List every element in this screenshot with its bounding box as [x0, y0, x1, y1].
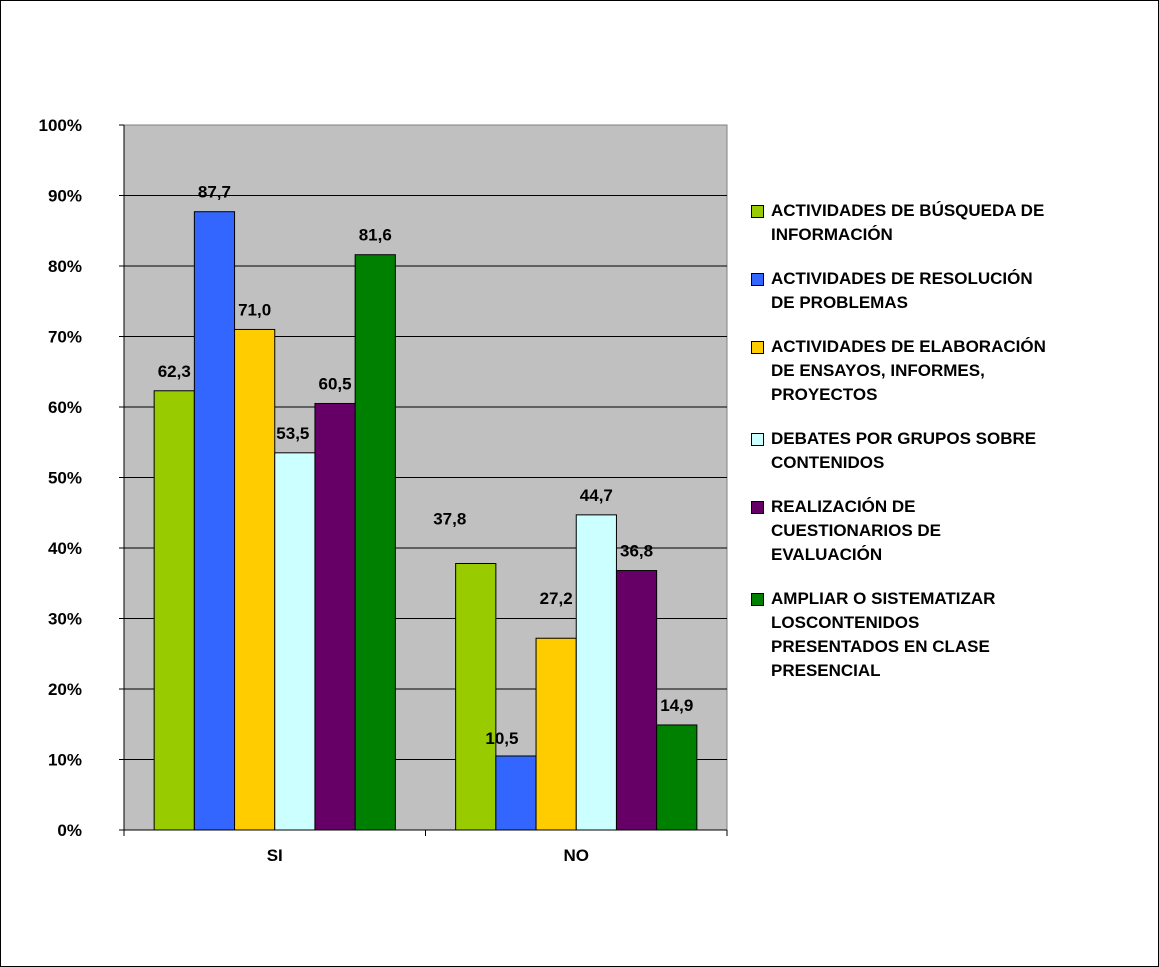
data-label: 71,0 [238, 300, 271, 319]
data-label: 14,9 [660, 696, 693, 715]
y-tick-label: 60% [48, 398, 82, 417]
bar-si-4 [274, 452, 316, 831]
data-label: 36,8 [620, 542, 653, 561]
data-label: 87,7 [198, 183, 231, 202]
bar-si-3 [234, 328, 276, 831]
legend-label: AMPLIAR O SISTEMATIZAR LOSCONTENIDOS PRE… [771, 589, 996, 680]
legend-item: AMPLIAR O SISTEMATIZAR LOSCONTENIDOS PRE… [751, 587, 1131, 683]
y-tick-label: 70% [48, 328, 82, 347]
legend-item: REALIZACIÓN DE CUESTIONARIOS DE EVALUACI… [751, 495, 1131, 567]
bar-si-6 [354, 254, 396, 831]
legend-label: ACTIVIDADES DE BÚSQUEDA DE INFORMACIÓN [771, 201, 1045, 244]
data-label: 60,5 [319, 374, 352, 393]
bar-no-2 [495, 755, 537, 831]
data-label: 37,8 [433, 510, 466, 529]
legend-item: ACTIVIDADES DE ELABORACIÓN DE ENSAYOS, I… [751, 335, 1131, 407]
y-tick-label: 40% [48, 539, 82, 558]
data-label: 44,7 [580, 486, 613, 505]
y-tick-label: 0% [57, 821, 82, 840]
data-labels: 62,3 87,7 71,0 53,5 60,5 81,6 37,8 10,5 27,2 44,7… [158, 183, 694, 748]
x-tick-label: SI [267, 846, 283, 865]
bars [153, 211, 698, 831]
bar-no-6 [656, 724, 698, 831]
bar-no-5 [615, 570, 658, 831]
bar-no-1 [455, 563, 497, 831]
bar-si-1 [153, 390, 195, 831]
bar-no-3 [535, 637, 577, 831]
y-tick-label: 90% [48, 187, 82, 206]
legend-swatch [751, 433, 764, 446]
data-label: 53,5 [276, 424, 309, 443]
legend-swatch [751, 205, 764, 218]
data-label: 27,2 [540, 589, 573, 608]
legend-label: DEBATES POR GRUPOS SOBRE CONTENIDOS [771, 429, 1037, 472]
y-tick-label: 80% [48, 257, 82, 276]
y-axis: 0% 10% 20% 30% 40% 50% 60% 70% 80% 90% 100% [39, 116, 125, 840]
legend-label: REALIZACIÓN DE CUESTIONARIOS DE EVALUACI… [771, 497, 942, 564]
legend: ACTIVIDADES DE BÚSQUEDA DE INFORMACIÓN AC… [751, 199, 1131, 703]
data-label: 81,6 [359, 226, 392, 245]
y-tick-label: 10% [48, 751, 82, 770]
x-axis: SI NO [123, 829, 728, 865]
legend-swatch [751, 501, 764, 514]
legend-item: ACTIVIDADES DE BÚSQUEDA DE INFORMACIÓN [751, 199, 1131, 247]
data-label: 62,3 [158, 362, 191, 381]
y-tick-label: 20% [48, 680, 82, 699]
bar-no-4 [575, 514, 617, 831]
bar-si-5 [314, 402, 356, 831]
y-tick-label: 30% [48, 610, 82, 629]
legend-swatch [751, 273, 764, 286]
data-label: 10,5 [485, 729, 518, 748]
legend-swatch [751, 341, 764, 354]
legend-label: ACTIVIDADES DE RESOLUCIÓN DE PROBLEMAS [771, 269, 1033, 312]
x-tick-label: NO [564, 846, 590, 865]
legend-label: ACTIVIDADES DE ELABORACIÓN DE ENSAYOS, I… [771, 337, 1046, 404]
legend-item: ACTIVIDADES DE RESOLUCIÓN DE PROBLEMAS [751, 267, 1131, 315]
legend-swatch [751, 593, 764, 606]
legend-item: DEBATES POR GRUPOS SOBRE CONTENIDOS [751, 427, 1131, 475]
y-tick-label: 100% [39, 116, 82, 135]
y-tick-label: 50% [48, 469, 82, 488]
bar-si-2 [193, 211, 236, 831]
